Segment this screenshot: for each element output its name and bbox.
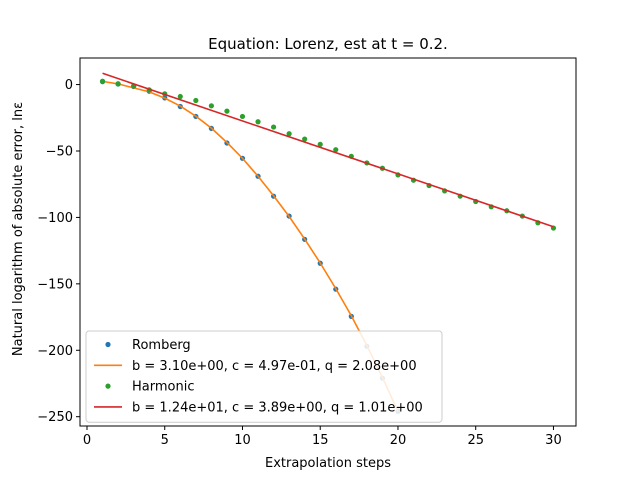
x-tick-label: 0 [83, 433, 91, 448]
harmonic-point [286, 131, 292, 137]
legend-label: Romberg [132, 338, 191, 353]
x-axis: 0 5 10 15 20 25 30 [83, 426, 562, 448]
harmonic-point [317, 141, 323, 147]
harmonic-point [99, 78, 106, 84]
harmonic-point [333, 147, 339, 153]
x-tick-label: 30 [545, 433, 562, 448]
harmonic-legend-swatch [105, 383, 111, 389]
harmonic-point [270, 124, 277, 130]
data-marks [99, 72, 557, 414]
y-tick-label: −200 [37, 344, 73, 359]
x-tick-label: 10 [234, 433, 251, 448]
x-tick-label: 20 [390, 433, 407, 448]
legend-box [85, 330, 443, 423]
fit-line-1-line [102, 80, 399, 412]
plot-frame [79, 57, 577, 427]
y-tick-label: −100 [37, 211, 73, 226]
harmonic-point [224, 108, 230, 114]
y-axis: 0 −50 −100 −150 −200 −250 [37, 78, 80, 425]
x-tick-label: 25 [467, 433, 484, 448]
legend: Romberg b = 3.10e+00, c = 4.97e-01, q = 2… [85, 330, 443, 423]
fit-line-3-line [102, 72, 554, 228]
x-axis-label: Extrapolation steps [265, 456, 391, 471]
harmonic-point [177, 93, 183, 100]
legend-label: b = 1.24e+01, c = 3.89e+00, q = 1.01e+00 [132, 400, 423, 415]
chart-title: Equation: Lorenz, est at t = 0.2. [208, 35, 448, 53]
y-axis-label: Natural logarithm of absolute error, lnε [11, 102, 26, 356]
x-tick-label: 5 [161, 433, 169, 448]
romberg-legend-swatch [105, 341, 111, 348]
y-tick-label: −150 [37, 277, 73, 292]
harmonic-point [255, 119, 261, 125]
y-tick-label: 0 [65, 78, 73, 93]
harmonic-point [115, 81, 121, 87]
harmonic-point [302, 136, 308, 142]
y-tick-label: −250 [37, 410, 73, 425]
harmonic-point [193, 97, 199, 104]
harmonic-point [239, 113, 246, 120]
x-tick-label: 15 [312, 433, 329, 448]
legend-label: b = 3.10e+00, c = 4.97e-01, q = 2.08e+00 [132, 359, 417, 374]
y-tick-label: −50 [46, 144, 73, 159]
legend-label: Harmonic [132, 380, 194, 395]
harmonic-point [208, 103, 214, 109]
